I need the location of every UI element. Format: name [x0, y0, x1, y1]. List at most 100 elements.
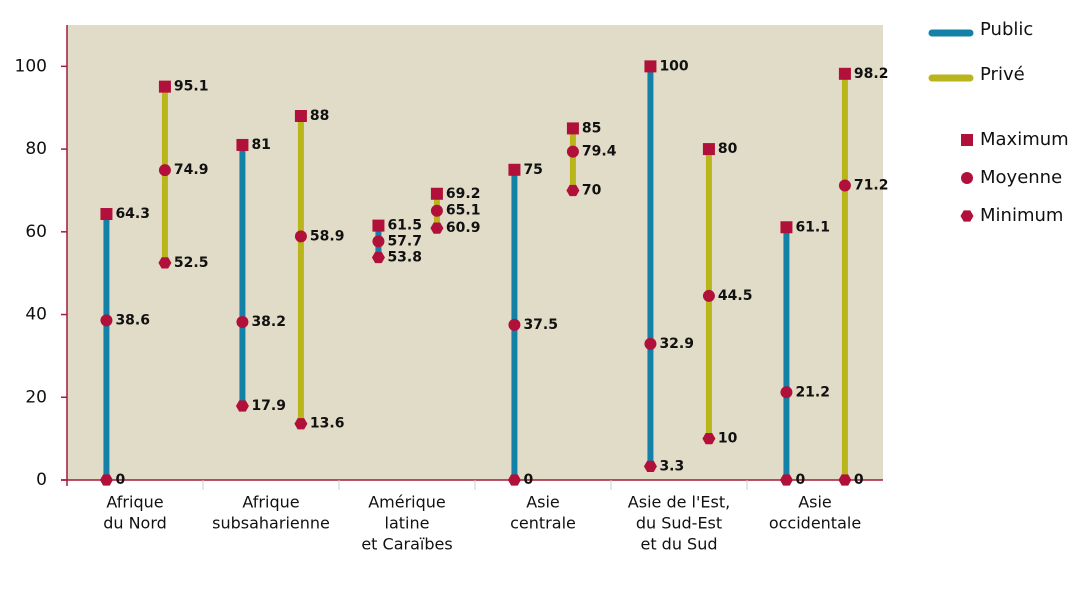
y-tick-label: 80 [25, 139, 47, 159]
value-label: 17.9 [251, 398, 286, 414]
legend-label: Public [980, 19, 1033, 40]
value-label: 60.9 [446, 220, 481, 236]
max-marker [566, 122, 579, 135]
y-tick-label: 20 [25, 387, 47, 407]
x-tick-label: subsaharienne [212, 514, 330, 533]
mean-marker [100, 314, 113, 327]
x-tick-label: et du Sud [640, 535, 717, 554]
max-marker [430, 187, 443, 200]
min-marker [371, 251, 385, 264]
legend-label: Privé [980, 64, 1025, 85]
value-label: 80 [718, 141, 738, 157]
mean-marker [702, 289, 715, 302]
value-label: 0 [795, 472, 805, 488]
x-tick-label: Afrique [242, 493, 299, 512]
value-label: 61.1 [795, 219, 830, 235]
value-label: 100 [659, 58, 688, 74]
y-tick-label: 60 [25, 222, 47, 242]
min-marker [235, 400, 249, 412]
mean-marker [294, 230, 307, 243]
value-label: 64.3 [115, 206, 150, 222]
y-tick-label: 40 [25, 305, 47, 325]
mean-marker [961, 172, 973, 184]
min-marker [566, 184, 580, 197]
max-marker [961, 134, 973, 146]
max-marker [372, 219, 385, 232]
x-tick-label: du Sud-Est [636, 514, 722, 533]
value-label: 65.1 [446, 203, 481, 219]
mean-marker [508, 318, 521, 331]
value-label: 38.2 [251, 314, 286, 330]
x-tick-label: centrale [510, 514, 576, 533]
y-tick-label: 100 [15, 56, 47, 76]
min-marker [643, 460, 657, 472]
legend-label: Moyenne [980, 167, 1062, 188]
value-label: 61.5 [387, 218, 422, 234]
min-marker [99, 474, 113, 486]
mean-marker [780, 386, 793, 399]
value-label: 79.4 [582, 144, 617, 160]
value-label: 44.5 [718, 288, 753, 304]
value-label: 85 [582, 120, 601, 136]
x-tick-label: Asie de l'Est, [628, 493, 730, 512]
value-label: 13.6 [310, 416, 345, 432]
value-label: 98.2 [854, 66, 889, 82]
min-marker [960, 210, 974, 222]
value-label: 81 [251, 137, 270, 153]
x-tick-label: du Nord [103, 514, 167, 533]
value-label: 32.9 [659, 336, 694, 352]
max-marker [294, 110, 307, 122]
x-tick-label: Afrique [106, 493, 163, 512]
min-marker [430, 222, 444, 234]
value-label: 74.9 [174, 162, 209, 178]
min-marker [702, 433, 716, 445]
mean-marker [644, 337, 657, 350]
legend-label: Maximum [980, 129, 1069, 150]
value-label: 37.5 [523, 317, 558, 333]
value-label: 70 [582, 182, 602, 198]
plot-background [67, 25, 883, 480]
value-label: 0 [523, 472, 533, 488]
max-marker [644, 60, 657, 73]
value-label: 53.8 [387, 249, 422, 265]
value-label: 38.6 [115, 312, 150, 328]
x-tick-label: Asie [526, 493, 560, 512]
mean-marker [236, 315, 249, 328]
mean-marker [372, 235, 385, 248]
max-marker [780, 221, 793, 234]
min-marker [838, 474, 852, 486]
mean-marker [430, 204, 443, 217]
x-tick-label: Amérique [368, 493, 446, 512]
max-marker [702, 143, 715, 156]
x-tick-label: et Caraïbes [361, 535, 452, 554]
mean-marker [158, 164, 171, 177]
value-label: 58.9 [310, 228, 345, 244]
max-marker [236, 138, 249, 151]
min-marker [779, 474, 793, 486]
y-tick-label: 0 [36, 470, 47, 490]
max-marker [158, 80, 171, 93]
value-label: 75 [523, 162, 542, 178]
mean-marker [566, 145, 579, 158]
value-label: 52.5 [174, 255, 209, 271]
max-marker [508, 163, 521, 176]
x-tick-label: latine [385, 514, 430, 533]
max-marker [100, 208, 113, 221]
x-tick-label: occidentale [769, 514, 861, 533]
value-label: 0 [854, 472, 864, 488]
value-label: 57.7 [387, 233, 422, 249]
min-marker [158, 257, 172, 269]
legend-label: Minimum [980, 205, 1063, 226]
value-label: 69.2 [446, 186, 481, 202]
value-label: 21.2 [795, 384, 830, 400]
value-label: 71.2 [854, 177, 889, 193]
value-label: 88 [310, 108, 329, 124]
value-label: 3.3 [659, 458, 684, 474]
min-marker [294, 418, 308, 430]
x-tick-label: Asie [798, 493, 832, 512]
value-label: 95.1 [174, 79, 209, 95]
max-marker [838, 67, 851, 80]
min-marker [507, 474, 521, 486]
value-label: 10 [718, 431, 738, 447]
